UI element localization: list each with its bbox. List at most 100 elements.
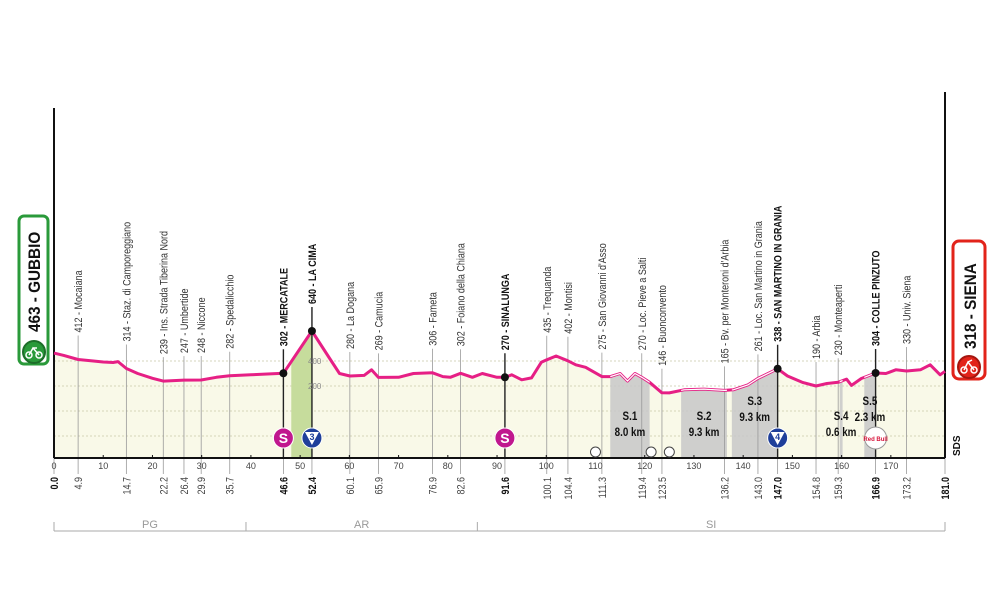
sprint-marker-icon: S [272,427,294,449]
km-label: 14.7 [122,477,134,495]
kom-marker-icon: 4 [767,427,789,449]
x-tick-label: 100 [539,461,554,471]
sector-length: 9.3 km [739,411,770,424]
km-label: 123.5 [657,477,669,500]
km-label: 166.9 [871,477,883,500]
redbull-text: Red Bull [863,437,888,443]
start-bike-icon [22,340,46,364]
sprint-circle [272,427,294,449]
x-tick-label: 20 [147,461,157,471]
gravel-sector-band [839,380,843,458]
start-location-box: 463 - GUBBIO [17,214,50,366]
waypoint-label: 280 - La Dogana [345,282,357,349]
waypoint-label: 304 - COLLE PINZUTO [871,250,883,346]
x-tick-label: 70 [394,461,404,471]
km-label: 119.4 [637,477,649,499]
province-label: PG [142,519,158,531]
x-tick-label: 80 [443,461,453,471]
waypoint-label: 165 - Bv. per Monteroni d'Arbia [720,239,732,363]
waypoint-label: 269 - Camucia [374,291,386,350]
x-tick-label: 140 [736,461,751,471]
kom-marker-icon: 3 [301,427,323,449]
km-label: 82.6 [456,477,468,495]
x-tick-label: 40 [246,461,256,471]
sector-length: 9.3 km [689,426,720,439]
waypoint-label: 230 - Monteaperti [833,285,845,356]
km-label: 159.3 [833,477,845,500]
km-label: 181.0 [940,477,952,500]
kom-category: 4 [775,432,780,442]
waypoint-label: 146 - Buonconvento [657,285,669,366]
waypoint-label: 302 - Foiano della Chiana [456,243,468,347]
km-label: 76.9 [428,477,440,495]
waypoint-label: 314 - Staz. di Camporeggiano [122,221,134,341]
waypoint-label: 270 - Loc. Pieve a Salti [637,258,649,351]
sector-name: S.1 [623,410,638,423]
km-label: 136.2 [720,477,732,500]
province-label: AR [354,519,369,531]
kom-triangle [304,432,319,445]
km-label: 91.6 [500,477,512,495]
km-label: 26.4 [179,477,191,495]
sprint-marker-icon: S [494,427,516,449]
gravel-sector-band [610,373,650,458]
km-label: 4.9 [73,477,85,490]
km-label: 60.1 [345,477,357,495]
credit-logo: SDS [952,435,963,456]
x-tick-label: 0 [51,461,56,471]
waypoint-dot [279,369,288,378]
start-label: 463 - GUBBIO [25,232,44,332]
elevation-tick-label: 200 [308,382,322,391]
sprint-letter: S [279,430,288,446]
sprint-letter: S [500,430,509,446]
waypoint-label: 270 - SINALUNGA [500,274,512,351]
finish-label: 318 - SIENA [961,263,980,349]
feed-zone-icon [663,446,675,458]
finish-bike-icon [957,355,981,379]
x-tick-label: 150 [785,461,800,471]
waypoint-label: 239 - Ins. Strada Tiberina Nord [159,231,171,354]
waypoint-label: 412 - Mocaiana [73,270,85,332]
km-label: 111.3 [597,477,609,499]
x-tick-label: 10 [98,461,108,471]
sector-length: 0.6 km [826,426,857,439]
waypoint-label: 282 - Spedalicchio [225,274,237,348]
x-tick-label: 60 [344,461,354,471]
waypoint-dot [871,369,880,377]
waypoint-label: 190 - Arbia [811,315,823,359]
waypoint-dot [773,364,782,373]
km-label: 0.0 [49,477,61,490]
waypoint-dot [500,373,509,382]
km-label: 104.4 [563,477,575,500]
km-label: 100.1 [542,477,554,500]
finish-location-box: 318 - SIENA [951,239,987,381]
waypoint-label: 338 - SAN MARTINO IN GRANIA [773,206,785,342]
waypoint-label: 275 - San Giovanni d'Asso [597,243,609,350]
waypoint-label: 435 - Trequanda [542,266,554,332]
x-tick-label: 30 [197,461,207,471]
sector-name: S.4 [834,410,850,423]
x-tick-label: 50 [295,461,305,471]
feed-zone-icon [645,446,657,458]
km-label: 35.7 [225,477,237,495]
sector-name: S.3 [747,395,762,408]
province-label: SI [706,519,716,531]
kom-triangle [770,432,785,445]
sector-name: S.5 [863,395,878,408]
waypoint-label: 306 - Fameta [428,292,440,346]
x-tick-label: 170 [883,461,898,471]
sprint-circle [494,427,516,449]
waypoint-label: 261 - Loc. San Martino in Grania [753,221,765,352]
start-box-frame [17,214,50,366]
x-tick-label: 90 [492,461,502,471]
waypoint-label: 330 - Univ. Siena [902,275,914,344]
x-tick-label: 130 [686,461,701,471]
sector-length: 2.3 km [855,411,886,424]
gravel-sector-band [731,368,778,458]
waypoint-dot [307,327,316,335]
elevation-tick-label: 400 [308,357,322,366]
km-label: 29.9 [196,477,208,495]
redbull-circle [864,426,888,450]
km-label: 143.0 [753,477,765,500]
